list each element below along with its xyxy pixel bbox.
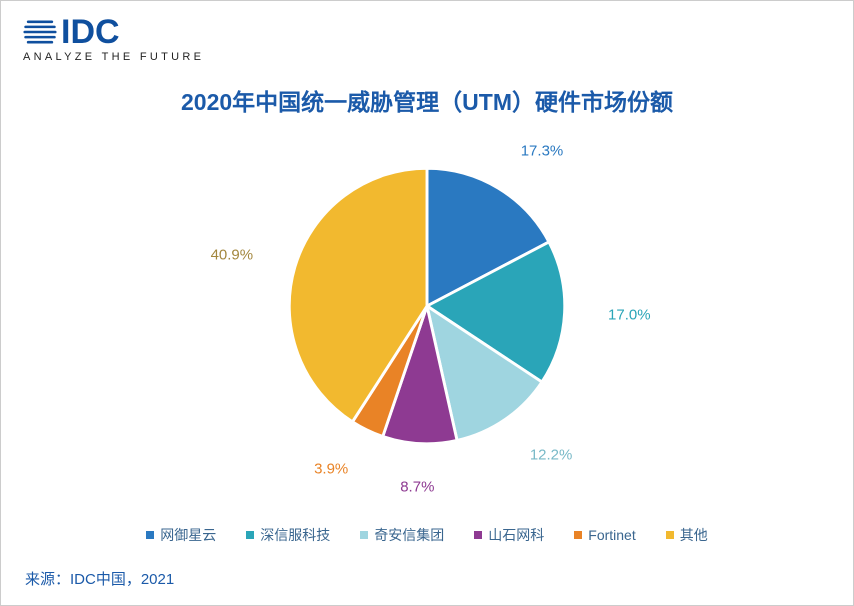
source-text: 来源：IDC中国，2021 (25, 568, 174, 589)
pie-chart: 17.3%17.0%12.2%8.7%3.9%40.9% (282, 161, 572, 451)
logo-text: IDC (61, 15, 120, 49)
legend-item: 深信服科技 (246, 525, 330, 545)
legend-swatch-icon (666, 531, 674, 539)
legend-item: 奇安信集团 (360, 525, 444, 545)
slice-label: 12.2% (530, 447, 573, 464)
legend-label: 其他 (680, 525, 708, 545)
legend-label: Fortinet (588, 527, 635, 543)
legend-swatch-icon (474, 531, 482, 539)
slice-label: 3.9% (314, 461, 348, 478)
pie-svg (282, 161, 572, 451)
legend-item: 山石网科 (474, 525, 544, 545)
legend-label: 奇安信集团 (374, 525, 444, 545)
slice-label: 40.9% (211, 246, 254, 263)
legend-swatch-icon (246, 531, 254, 539)
legend-item: 其他 (666, 525, 708, 545)
legend-label: 网御星云 (160, 525, 216, 545)
legend-swatch-icon (360, 531, 368, 539)
slice-label: 8.7% (400, 478, 434, 495)
globe-icon (23, 15, 57, 49)
legend-swatch-icon (574, 531, 582, 539)
legend-label: 山石网科 (488, 525, 544, 545)
idc-logo: IDC (23, 15, 204, 49)
idc-logo-block: IDC ANALYZE THE FUTURE (23, 15, 204, 63)
logo-tagline: ANALYZE THE FUTURE (23, 51, 204, 63)
slice-label: 17.0% (608, 307, 651, 324)
chart-title: 2020年中国统一威胁管理（UTM）硬件市场份额 (1, 83, 853, 117)
legend-label: 深信服科技 (260, 525, 330, 545)
legend-item: Fortinet (574, 525, 635, 545)
slice-label: 17.3% (521, 142, 564, 159)
legend-item: 网御星云 (146, 525, 216, 545)
legend-swatch-icon (146, 531, 154, 539)
legend: 网御星云 深信服科技 奇安信集团 山石网科 Fortinet 其他 (1, 525, 853, 545)
